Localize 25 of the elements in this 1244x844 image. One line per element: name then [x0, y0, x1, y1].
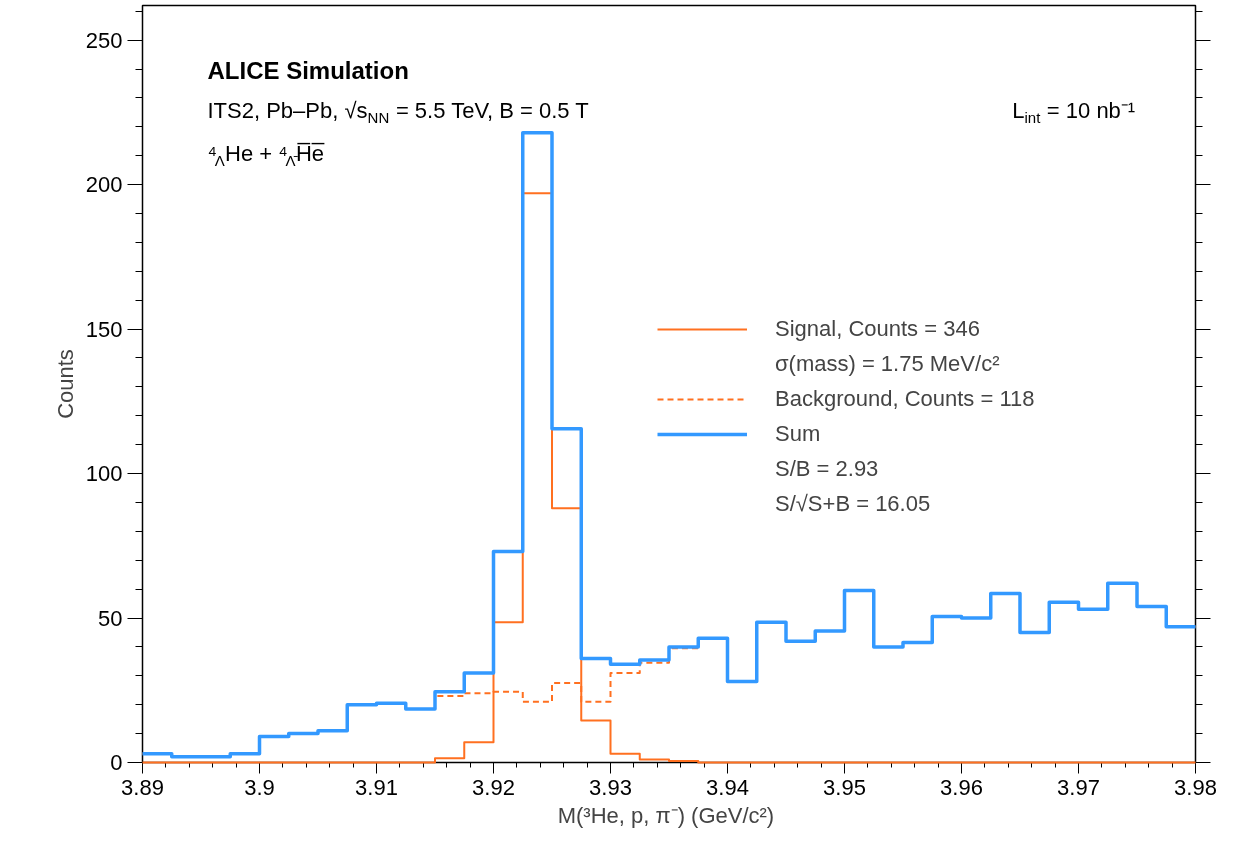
- x-tick-label: 3.91: [355, 774, 398, 800]
- y-tick-label: 200: [85, 172, 123, 198]
- x-tick-label: 3.92: [472, 774, 515, 800]
- x-tick-label: 3.97: [1057, 774, 1100, 800]
- x-tick-label: 3.89: [121, 774, 164, 800]
- y-tick-label: 250: [85, 27, 123, 53]
- text: ALICE Simulation: [207, 57, 409, 84]
- x-tick-label: 3.9: [244, 774, 275, 800]
- x-tick-label: 3.98: [1174, 774, 1217, 800]
- x-tick-label: 3.96: [940, 774, 983, 800]
- y-tick-label: 50: [98, 605, 123, 631]
- x-tick-label: 3.93: [589, 774, 632, 800]
- annotation: S/√S+B = 16.05: [775, 491, 931, 517]
- x-axis-title: M(³He, p, π⁻) (GeV/c²): [557, 802, 775, 828]
- x-tick-label: 3.95: [823, 774, 866, 800]
- y-tick-label: 0: [110, 750, 123, 775]
- legend-label: Signal, Counts = 346: [775, 316, 980, 342]
- y-tick-label: 100: [85, 461, 123, 487]
- annotation: σ(mass) = 1.75 MeV/c²: [775, 351, 1000, 377]
- legend-label: Background, Counts = 118: [775, 386, 1035, 412]
- x-tick-label: 3.94: [706, 774, 749, 800]
- legend-label: Sum: [775, 421, 821, 447]
- y-tick-label: 150: [85, 316, 123, 342]
- annotation: S/B = 2.93: [775, 456, 879, 482]
- y-axis-title: Counts: [52, 349, 78, 419]
